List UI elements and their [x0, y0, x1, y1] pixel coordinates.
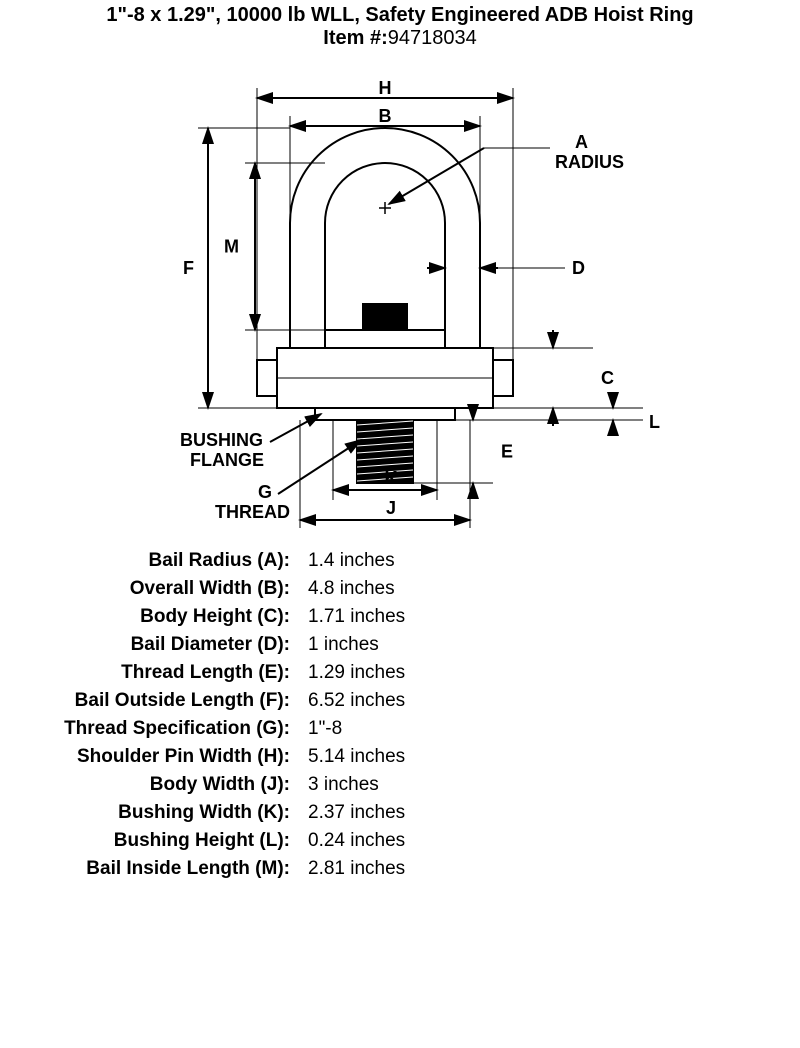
page-container: 1"-8 x 1.29", 10000 lb WLL, Safety Engin…	[0, 0, 800, 880]
svg-text:FLANGE: FLANGE	[190, 450, 264, 470]
svg-text:L: L	[649, 412, 660, 432]
spec-value: 4.8 inches	[308, 578, 508, 600]
svg-text:G: G	[258, 482, 272, 502]
spec-value: 2.37 inches	[308, 802, 508, 824]
spec-value: 3 inches	[308, 774, 508, 796]
spec-label: Bushing Width (K):	[0, 802, 290, 824]
spec-value: 1"-8	[308, 718, 508, 740]
spec-label: Bail Diameter (D):	[0, 634, 290, 656]
spec-value: 1.29 inches	[308, 662, 508, 684]
spec-label: Overall Width (B):	[0, 578, 290, 600]
diagram-wrap: HB ARADIUS D M F C E L KJ BUSHINGFLANGE GTHREAD	[0, 58, 800, 538]
item-number-line: Item #:94718034	[0, 27, 800, 50]
spec-label: Thread Length (E):	[0, 662, 290, 684]
spec-value: 0.24 inches	[308, 830, 508, 852]
item-number-value: 94718034	[388, 27, 477, 49]
svg-text:E: E	[501, 442, 513, 462]
spec-value: 2.81 inches	[308, 858, 508, 880]
spec-label: Bail Radius (A):	[0, 550, 290, 572]
page-title: 1"-8 x 1.29", 10000 lb WLL, Safety Engin…	[0, 0, 800, 27]
svg-text:H: H	[379, 78, 392, 98]
hoist-ring-diagram: HB ARADIUS D M F C E L KJ BUSHINGFLANGE GTHREAD	[120, 58, 680, 538]
spec-label: Body Height (C):	[0, 606, 290, 628]
svg-text:C: C	[601, 368, 614, 388]
spec-value: 1 inches	[308, 634, 508, 656]
svg-text:M: M	[224, 237, 239, 257]
item-number-label: Item #:	[323, 27, 387, 49]
spec-label: Bail Outside Length (F):	[0, 690, 290, 712]
spec-value: 6.52 inches	[308, 690, 508, 712]
svg-text:RADIUS: RADIUS	[555, 152, 624, 172]
svg-text:B: B	[379, 106, 392, 126]
spec-value: 5.14 inches	[308, 746, 508, 768]
spec-label: Shoulder Pin Width (H):	[0, 746, 290, 768]
svg-text:J: J	[386, 498, 396, 518]
spec-label: Bail Inside Length (M):	[0, 858, 290, 880]
svg-text:A: A	[575, 132, 588, 152]
spec-value: 1.4 inches	[308, 550, 508, 572]
spec-label: Thread Specification (G):	[0, 718, 290, 740]
specs-table: Bail Radius (A): 1.4 inches Overall Width …	[0, 550, 800, 880]
svg-text:F: F	[183, 258, 194, 278]
svg-text:BUSHING: BUSHING	[180, 430, 263, 450]
spec-label: Bushing Height (L):	[0, 830, 290, 852]
spec-label: Body Width (J):	[0, 774, 290, 796]
spec-value: 1.71 inches	[308, 606, 508, 628]
svg-text:D: D	[572, 258, 585, 278]
svg-text:THREAD: THREAD	[215, 502, 290, 522]
svg-text:K: K	[385, 468, 398, 488]
